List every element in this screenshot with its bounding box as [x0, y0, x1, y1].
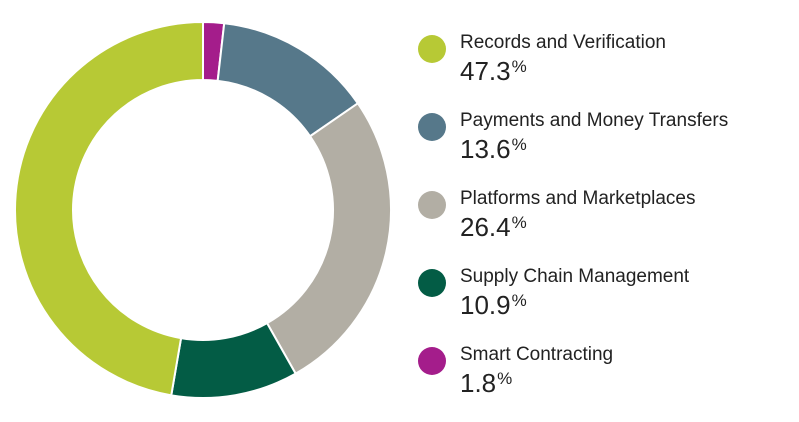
legend-swatch-smart-contracting [418, 347, 446, 375]
legend: Records and Verification 47.3% Payments … [415, 32, 795, 422]
legend-number-smart-contracting: 1.8 [460, 368, 497, 398]
legend-label-smart-contracting: Smart Contracting [460, 344, 614, 365]
legend-value-supply-chain-management: 10.9% [460, 290, 527, 321]
slice-platforms-and-marketplaces [265, 101, 392, 375]
legend-item-supply-chain-management: Supply Chain Management 10.9% [415, 266, 795, 344]
donut-chart [14, 20, 392, 399]
legend-swatch-platforms-and-marketplaces [418, 191, 446, 219]
legend-item-payments-and-money-transfers: Payments and Money Transfers 13.6% [415, 110, 795, 188]
legend-swatch-records-and-verification [418, 35, 446, 63]
legend-unit-records-and-verification: % [511, 57, 527, 76]
legend-item-smart-contracting: Smart Contracting 1.8% [415, 344, 795, 422]
legend-value-payments-and-money-transfers: 13.6% [460, 134, 527, 165]
legend-swatch-payments-and-money-transfers [418, 113, 446, 141]
legend-unit-platforms-and-marketplaces: % [511, 213, 527, 232]
legend-unit-smart-contracting: % [497, 369, 513, 388]
legend-label-records-and-verification: Records and Verification [460, 32, 666, 53]
legend-number-records-and-verification: 47.3 [460, 56, 511, 86]
legend-label-platforms-and-marketplaces: Platforms and Marketplaces [460, 188, 696, 209]
slice-records-and-verification [14, 20, 204, 397]
legend-label-payments-and-money-transfers: Payments and Money Transfers [460, 110, 729, 131]
legend-value-records-and-verification: 47.3% [460, 56, 527, 87]
legend-value-platforms-and-marketplaces: 26.4% [460, 212, 527, 243]
legend-number-supply-chain-management: 10.9 [460, 290, 511, 320]
legend-item-platforms-and-marketplaces: Platforms and Marketplaces 26.4% [415, 188, 795, 266]
legend-number-payments-and-money-transfers: 13.6 [460, 134, 511, 164]
legend-item-records-and-verification: Records and Verification 47.3% [415, 32, 795, 110]
legend-value-smart-contracting: 1.8% [460, 368, 512, 399]
legend-unit-payments-and-money-transfers: % [511, 135, 527, 154]
legend-swatch-supply-chain-management [418, 269, 446, 297]
legend-number-platforms-and-marketplaces: 26.4 [460, 212, 511, 242]
legend-unit-supply-chain-management: % [511, 291, 527, 310]
legend-label-supply-chain-management: Supply Chain Management [460, 266, 690, 287]
donut-slices [14, 20, 392, 399]
